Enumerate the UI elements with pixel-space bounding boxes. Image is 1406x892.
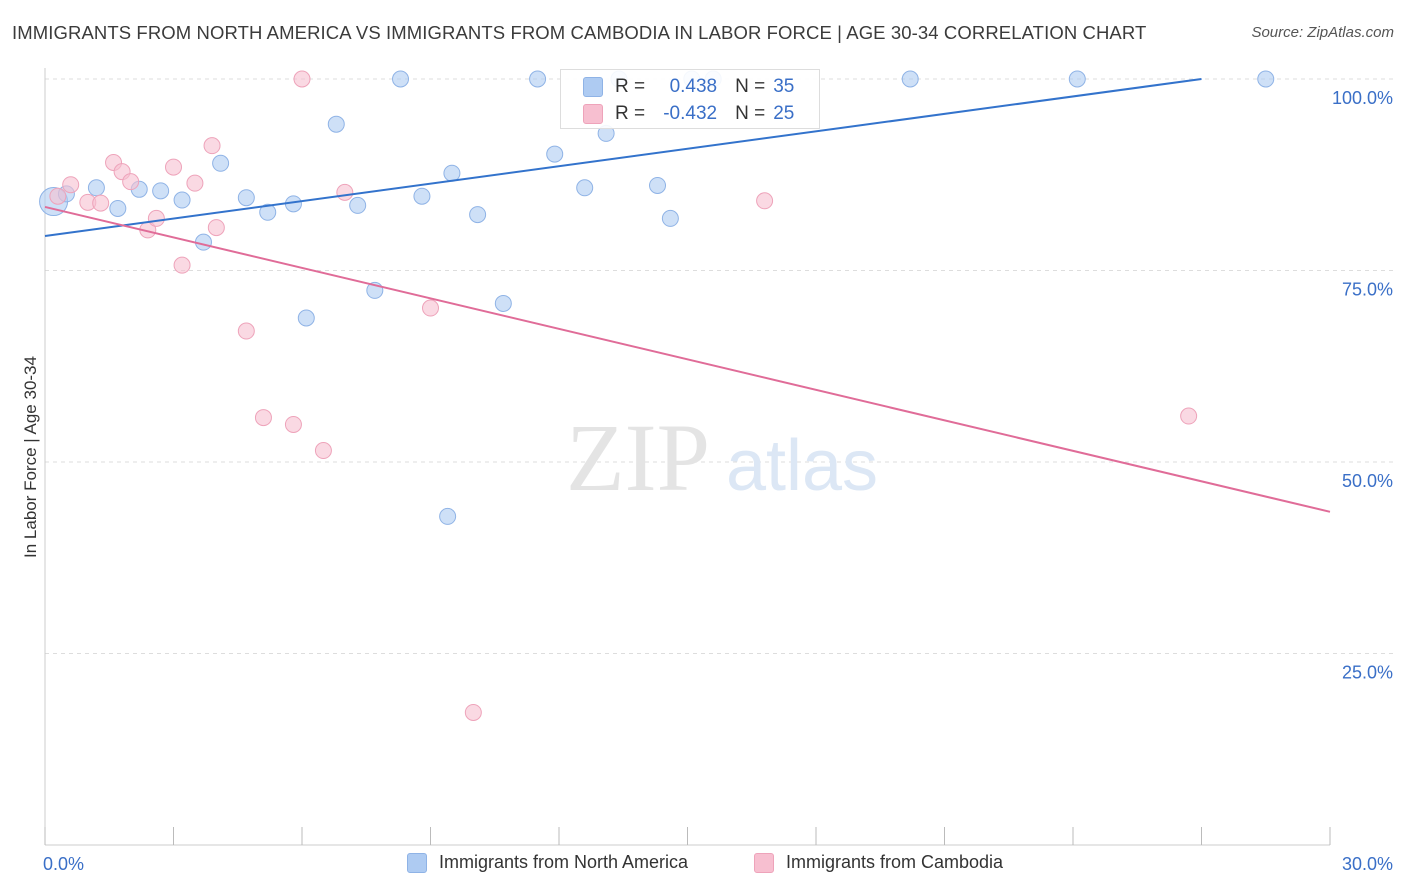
x-tick-label: 30.0% [1342,854,1393,874]
data-point-north-america [259,203,277,221]
data-point-north-america [194,233,212,251]
data-point-north-america [349,196,367,214]
data-point-north-america [443,164,461,182]
chart-title: IMMIGRANTS FROM NORTH AMERICA VS IMMIGRA… [12,22,1147,43]
trend-lines [44,78,1331,513]
data-point-north-america [661,209,679,227]
data-point-cambodia [92,194,110,212]
data-points [39,70,1275,721]
n-value: 25 [773,103,795,124]
data-point-cambodia [186,174,204,192]
y-tick-label: 100.0% [1332,88,1393,108]
data-point-cambodia [237,322,255,340]
data-point-cambodia [464,703,482,721]
legend-item-north-america[interactable]: Immigrants from North America [407,852,688,873]
data-point-north-america [87,179,105,197]
trend-line-cambodia [44,205,1331,513]
data-point-north-america [297,309,315,327]
data-point-north-america [901,70,919,88]
legend-label: Immigrants from North America [439,852,689,872]
data-point-north-america [413,187,431,205]
data-point-cambodia [122,173,140,191]
data-point-north-america [109,199,127,217]
r-value: 0.438 [669,76,718,97]
data-point-north-america [1257,70,1275,88]
legend-label: Immigrants from Cambodia [786,852,1004,872]
r-value: -0.432 [663,103,718,124]
blue-swatch [583,77,603,97]
stats-legend-box: R = 0.438 N = 35 R = -0.432 N = 25 [560,69,820,129]
data-point-north-america [439,507,457,525]
data-point-north-america [546,145,564,163]
data-point-north-america [576,179,594,197]
watermark-zip: ZIP [566,404,710,511]
data-point-cambodia [49,187,67,205]
data-point-cambodia [756,192,774,210]
blue-swatch [407,852,427,873]
stats-row-cambodia: R = -0.432 N = 25 [583,101,794,127]
n-label: N = [735,103,766,124]
data-point-cambodia [1180,407,1198,425]
data-point-north-america [237,189,255,207]
data-point-north-america [494,294,512,312]
data-point-north-america [152,182,170,200]
data-point-north-america [469,206,487,224]
data-point-cambodia [293,70,311,88]
data-point-cambodia [284,415,302,433]
data-point-north-america [173,191,191,209]
data-point-north-america [212,154,230,172]
data-point-north-america [529,70,547,88]
trend-line-north-america [44,78,1202,238]
data-point-cambodia [254,409,272,427]
tick-labels: 100.0% 75.0% 50.0% 25.0% 0.0% 30.0% [43,88,1393,874]
y-tick-label: 25.0% [1342,663,1393,683]
y-tick-label: 50.0% [1342,471,1393,491]
x-tick-label: 0.0% [43,854,84,874]
bottom-legend: Immigrants from North America Immigrants… [0,852,1406,878]
data-point-cambodia [62,176,80,194]
n-value: 35 [773,76,795,97]
pink-swatch [754,852,774,873]
data-point-cambodia [165,158,182,176]
data-point-north-america [327,115,345,133]
data-point-cambodia [314,442,332,460]
source-label: Source: ZipAtlas.com [1251,24,1394,41]
r-label: R = [615,76,646,97]
legend-item-cambodia[interactable]: Immigrants from Cambodia [754,852,1003,873]
data-point-north-america [649,176,667,194]
data-point-cambodia [147,209,165,227]
watermark-atlas: atlas [726,426,878,506]
data-point-cambodia [336,183,354,201]
data-point-cambodia [207,219,225,237]
data-point-cambodia [422,299,439,317]
data-point-cambodia [203,137,221,155]
stats-row-north-america: R = 0.438 N = 35 [583,74,794,100]
y-tick-label: 75.0% [1342,280,1393,300]
data-point-cambodia [173,256,191,274]
r-label: R = [615,103,646,124]
n-label: N = [735,76,766,97]
data-point-north-america [1068,70,1086,88]
axes [44,68,1331,846]
data-point-north-america [392,70,410,88]
pink-swatch [583,104,603,124]
